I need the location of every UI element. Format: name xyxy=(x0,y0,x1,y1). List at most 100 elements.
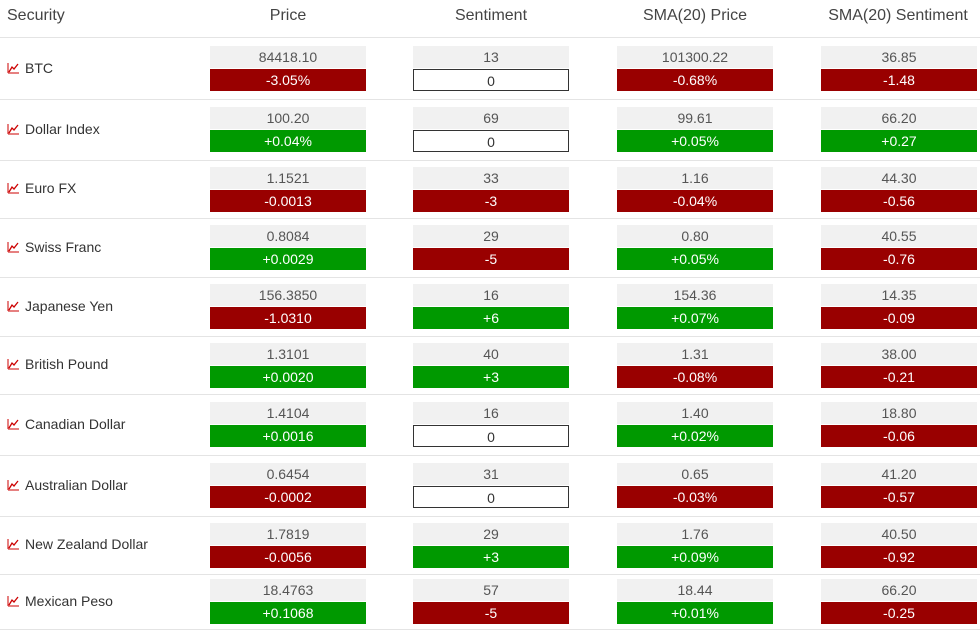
security-link[interactable]: BTC xyxy=(7,38,53,97)
sma-sentiment-value: 36.85 xyxy=(821,46,977,68)
sentiment-value: 69 xyxy=(413,107,569,129)
price-value: 0.8084 xyxy=(210,225,366,247)
sentiment-cell: 16 +6 xyxy=(413,284,569,329)
price-cell: 100.20 +0.04% xyxy=(210,107,366,152)
sma-price-value: 99.61 xyxy=(617,107,773,129)
table-row: Australian Dollar 0.6454 -0.0002 31 0 0.65 -0.… xyxy=(0,455,980,517)
sma-sentiment-value: 44.30 xyxy=(821,167,977,189)
sentiment-change: 0 xyxy=(413,486,569,508)
sentiment-value: 16 xyxy=(413,284,569,306)
sma-price-change: +0.05% xyxy=(617,248,773,270)
sma-sentiment-change: -1.48 xyxy=(821,69,977,91)
table-row: Dollar Index 100.20 +0.04% 69 0 99.61 +0.05% 66… xyxy=(0,99,980,161)
price-change: +0.1068 xyxy=(210,602,366,624)
table-row: Canadian Dollar 1.4104 +0.0016 16 0 1.40 +0.02… xyxy=(0,394,980,456)
sma-sentiment-cell: 40.50 -0.92 xyxy=(821,523,977,568)
security-link[interactable]: Dollar Index xyxy=(7,99,100,158)
sma-sentiment-change: -0.92 xyxy=(821,546,977,568)
security-link[interactable]: Swiss Franc xyxy=(7,218,101,275)
sma-sentiment-cell: 41.20 -0.57 xyxy=(821,463,977,508)
sma-sentiment-cell: 66.20 +0.27 xyxy=(821,107,977,152)
sentiment-change: +3 xyxy=(413,366,569,388)
table-row: Swiss Franc 0.8084 +0.0029 29 -5 0.80 +0.05% 40… xyxy=(0,218,980,278)
price-change: -3.05% xyxy=(210,69,366,91)
security-link[interactable]: Mexican Peso xyxy=(7,574,113,627)
table-header: Security Price Sentiment SMA(20) Price S… xyxy=(0,0,980,38)
price-cell: 1.4104 +0.0016 xyxy=(210,402,366,447)
sentiment-change: +3 xyxy=(413,546,569,568)
sma-price-change: -0.68% xyxy=(617,69,773,91)
sentiment-value: 40 xyxy=(413,343,569,365)
price-value: 156.3850 xyxy=(210,284,366,306)
security-name: Mexican Peso xyxy=(25,592,113,609)
header-security: Security xyxy=(7,7,65,24)
line-chart-icon xyxy=(7,300,25,312)
price-change: -0.0013 xyxy=(210,190,366,212)
security-link[interactable]: Australian Dollar xyxy=(7,455,128,514)
price-value: 100.20 xyxy=(210,107,366,129)
sentiment-cell: 57 -5 xyxy=(413,579,569,624)
security-name: Japanese Yen xyxy=(25,297,113,314)
header-price: Price xyxy=(269,7,307,24)
sma-price-value: 101300.22 xyxy=(617,46,773,68)
sma-price-cell: 1.76 +0.09% xyxy=(617,523,773,568)
security-link[interactable]: Japanese Yen xyxy=(7,277,113,334)
header-sentiment: Sentiment xyxy=(454,7,528,24)
sma-price-cell: 101300.22 -0.68% xyxy=(617,46,773,91)
price-cell: 1.7819 -0.0056 xyxy=(210,523,366,568)
price-change: +0.0020 xyxy=(210,366,366,388)
sma-price-value: 0.80 xyxy=(617,225,773,247)
sentiment-change: -5 xyxy=(413,248,569,270)
security-link[interactable]: New Zealand Dollar xyxy=(7,516,148,572)
sentiment-cell: 31 0 xyxy=(413,463,569,508)
sma-price-value: 1.40 xyxy=(617,402,773,424)
sma-sentiment-cell: 36.85 -1.48 xyxy=(821,46,977,91)
table-row: New Zealand Dollar 1.7819 -0.0056 29 +3 1.76 +… xyxy=(0,516,980,575)
security-name: BTC xyxy=(25,59,53,76)
sma-price-value: 1.16 xyxy=(617,167,773,189)
sma-sentiment-value: 18.80 xyxy=(821,402,977,424)
security-link[interactable]: Euro FX xyxy=(7,160,76,216)
price-cell: 84418.10 -3.05% xyxy=(210,46,366,91)
sentiment-cell: 29 -5 xyxy=(413,225,569,270)
price-change: -1.0310 xyxy=(210,307,366,329)
price-value: 1.4104 xyxy=(210,402,366,424)
security-name: New Zealand Dollar xyxy=(25,536,148,552)
sma-price-change: -0.04% xyxy=(617,190,773,212)
sentiment-value: 31 xyxy=(413,463,569,485)
table-row: Mexican Peso 18.4763 +0.1068 57 -5 18.44 +0.01… xyxy=(0,574,980,630)
sma-sentiment-value: 40.50 xyxy=(821,523,977,545)
price-change: -0.0056 xyxy=(210,546,366,568)
sma-price-change: +0.05% xyxy=(617,130,773,152)
sentiment-change: 0 xyxy=(413,425,569,447)
sentiment-cell: 16 0 xyxy=(413,402,569,447)
sma-price-change: +0.07% xyxy=(617,307,773,329)
sma-sentiment-change: -0.25 xyxy=(821,602,977,624)
sma-sentiment-change: -0.06 xyxy=(821,425,977,447)
sentiment-cell: 13 0 xyxy=(413,46,569,91)
price-value: 1.1521 xyxy=(210,167,366,189)
sentiment-change: -5 xyxy=(413,602,569,624)
security-name: Canadian Dollar xyxy=(25,415,126,432)
sma-price-value: 1.76 xyxy=(617,523,773,545)
security-link[interactable]: Canadian Dollar xyxy=(7,394,125,453)
sma-sentiment-cell: 38.00 -0.21 xyxy=(821,343,977,388)
price-value: 18.4763 xyxy=(210,579,366,601)
header-sma-price: SMA(20) Price xyxy=(642,7,748,24)
sma-sentiment-value: 40.55 xyxy=(821,225,977,247)
sma-price-cell: 154.36 +0.07% xyxy=(617,284,773,329)
sentiment-cell: 33 -3 xyxy=(413,167,569,212)
price-value: 1.7819 xyxy=(210,523,366,545)
sentiment-value: 16 xyxy=(413,402,569,424)
line-chart-icon xyxy=(7,418,25,430)
sma-price-cell: 99.61 +0.05% xyxy=(617,107,773,152)
line-chart-icon xyxy=(7,62,25,74)
sma-sentiment-change: -0.57 xyxy=(821,486,977,508)
sma-price-change: -0.03% xyxy=(617,486,773,508)
price-change: +0.0029 xyxy=(210,248,366,270)
security-link[interactable]: British Pound xyxy=(7,336,108,392)
security-name: Euro FX xyxy=(25,180,77,196)
sma-sentiment-cell: 40.55 -0.76 xyxy=(821,225,977,270)
sentiment-change: 0 xyxy=(413,69,569,91)
price-cell: 1.3101 +0.0020 xyxy=(210,343,366,388)
